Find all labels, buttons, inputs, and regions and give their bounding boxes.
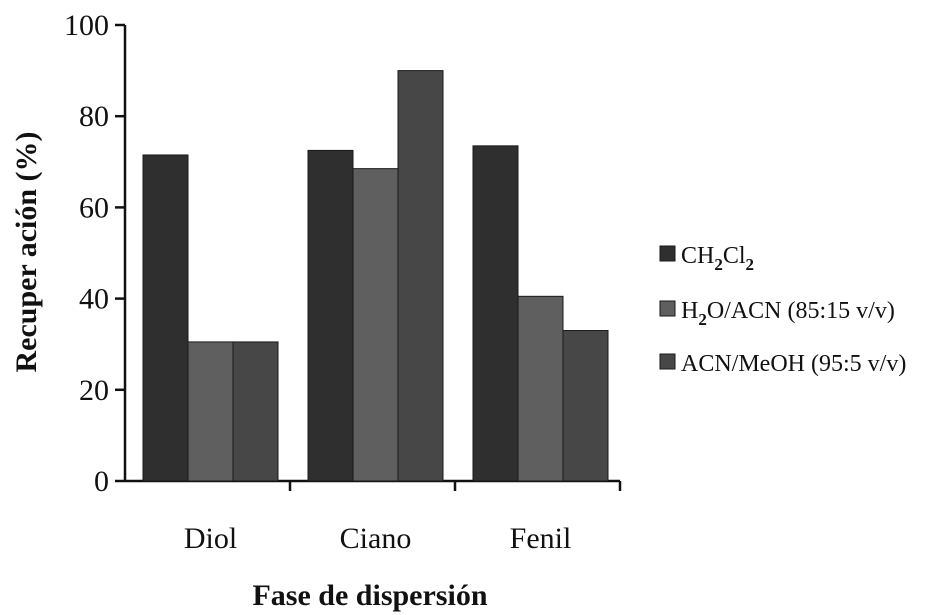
bar-fenil-series-3 bbox=[562, 330, 609, 482]
y-tick-label: 40 bbox=[79, 283, 109, 316]
bar-diol-series-1 bbox=[142, 154, 189, 482]
legend-label: ACN/MeOH (95:5 v/v) bbox=[681, 351, 906, 377]
bar-fenil-series-1 bbox=[472, 145, 519, 482]
legend-label: H2O/ACN (85:15 v/v) bbox=[681, 298, 895, 329]
y-ticks: 0 20 40 60 80 100 bbox=[64, 9, 125, 498]
x-tick-label: Fenil bbox=[510, 522, 572, 555]
legend-swatch bbox=[659, 245, 676, 262]
y-tick-label: 100 bbox=[64, 9, 109, 42]
x-axis-title: Fase de dispersión bbox=[252, 579, 487, 612]
y-tick-label: 80 bbox=[79, 100, 109, 133]
y-tick-label: 20 bbox=[79, 374, 109, 407]
legend-label: CH2Cl2 bbox=[681, 243, 754, 274]
bar-ciano-series-1 bbox=[307, 149, 354, 482]
bar-ciano-series-3 bbox=[397, 70, 444, 482]
legend: CH2Cl2 H2O/ACN (85:15 v/v) ACN/MeOH (95:5 … bbox=[659, 243, 906, 377]
bar-diol-series-3 bbox=[232, 341, 279, 482]
y-tick-label: 60 bbox=[79, 191, 109, 224]
x-ticks: Diol Ciano Fenil bbox=[184, 481, 622, 555]
bar-ciano-series-2 bbox=[352, 168, 399, 482]
y-tick-label: 0 bbox=[94, 465, 109, 498]
legend-swatch bbox=[659, 353, 676, 370]
x-tick-label: Diol bbox=[184, 522, 237, 555]
x-tick-label: Ciano bbox=[340, 522, 412, 555]
y-axis-title: Recuper ación (%) bbox=[10, 131, 43, 372]
legend-swatch bbox=[659, 300, 676, 317]
bar-fenil-series-2 bbox=[517, 295, 564, 482]
bar-diol-series-2 bbox=[187, 341, 234, 482]
bars bbox=[142, 70, 609, 482]
